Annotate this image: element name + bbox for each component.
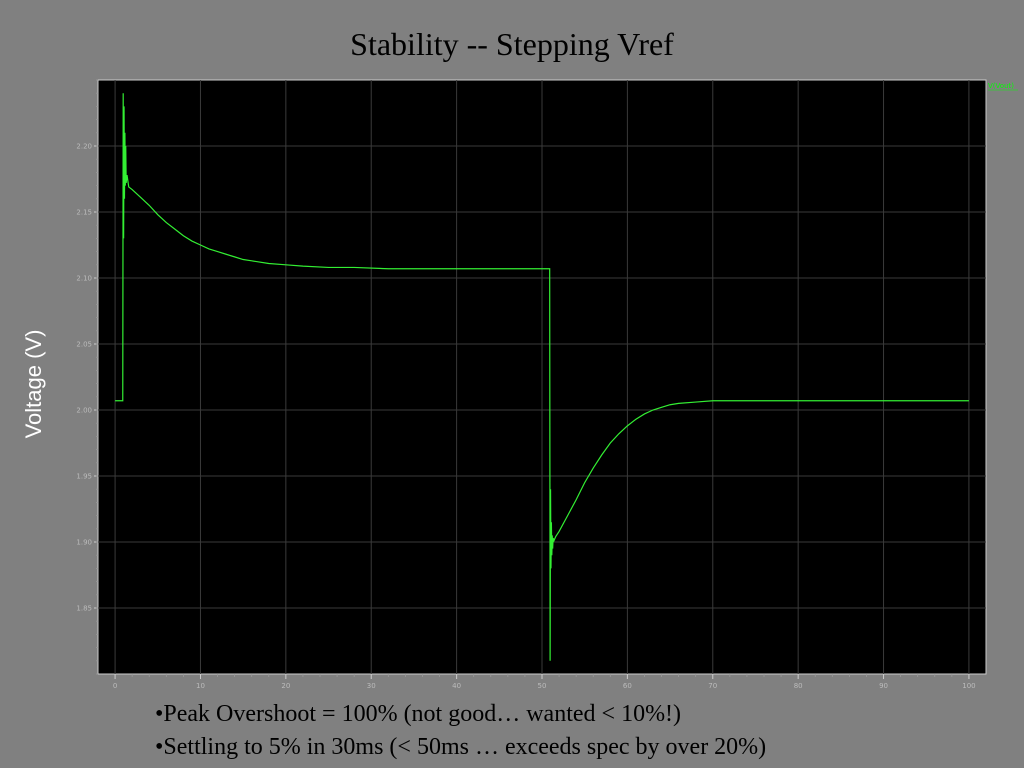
x-tick-label: 100 — [962, 682, 975, 690]
y-tick-label: 1.90 — [76, 539, 92, 547]
y-tick-label: 1.95 — [76, 473, 92, 481]
x-tick-label: 10 — [196, 682, 205, 690]
x-tick-label: 70 — [708, 682, 717, 690]
y-tick-label: 2.10 — [76, 275, 92, 283]
x-tick-label: 50 — [538, 682, 547, 690]
x-tick-label: 20 — [281, 682, 290, 690]
bullet-overshoot: •Peak Overshoot = 100% (not good… wanted… — [155, 701, 682, 727]
grid — [98, 80, 986, 674]
x-tick-label: 60 — [623, 682, 632, 690]
tick-labels: 0 10 20 30 40 50 60 70 80 90 100 1.85 1.90 1.95 2.00 2.… — [76, 143, 975, 691]
x-tick-label: 80 — [794, 682, 803, 690]
bullet-settling: •Settling to 5% in 30ms (< 50ms … exceed… — [155, 734, 767, 760]
y-tick-label: 1.85 — [76, 605, 92, 613]
bullet-list: •Peak Overshoot = 100% (not good… wanted… — [155, 698, 766, 764]
legend-entry: V(Vout) — [988, 82, 1014, 90]
x-tick-label: 0 — [113, 682, 117, 690]
axis-ticks — [94, 79, 970, 679]
y-tick-label: 2.15 — [76, 209, 92, 217]
series-line — [115, 93, 969, 661]
x-tick-label: 30 — [367, 682, 376, 690]
y-tick-label: 2.20 — [76, 143, 92, 151]
x-tick-label: 90 — [879, 682, 888, 690]
y-tick-label: 2.00 — [76, 407, 92, 415]
legend: V(Vout) — [988, 82, 1018, 91]
y-tick-label: 2.05 — [76, 341, 92, 349]
x-tick-label: 40 — [452, 682, 461, 690]
slide-title: Stability -- Stepping Vref — [350, 26, 674, 62]
